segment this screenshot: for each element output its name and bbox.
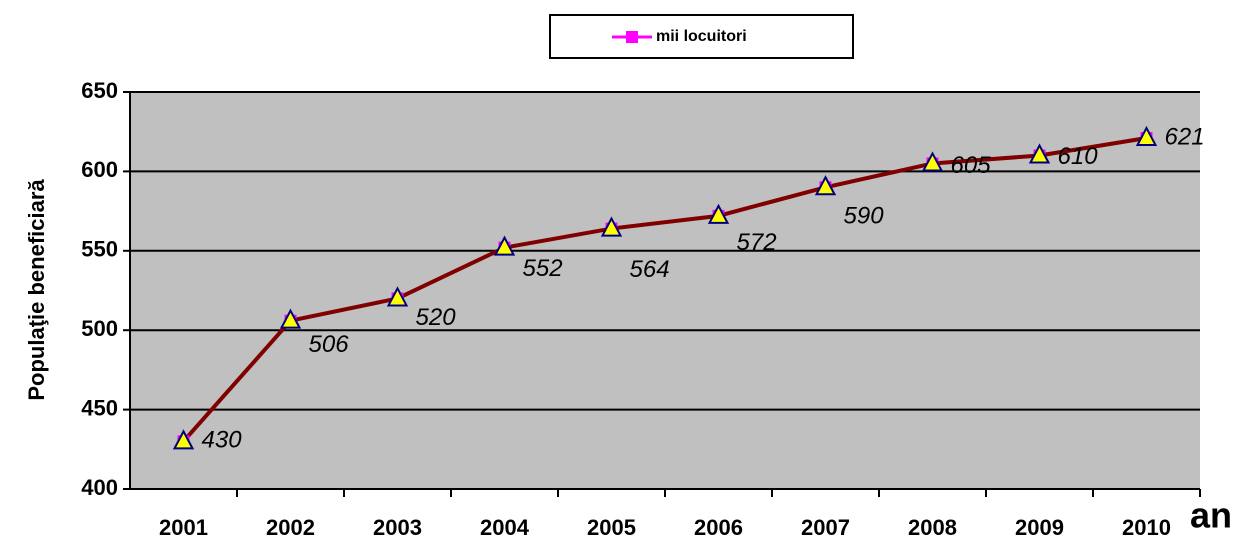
x-tick-label: 2008 <box>908 515 957 540</box>
x-tick-label: 2002 <box>266 515 315 540</box>
data-label: 520 <box>416 304 457 331</box>
x-tick-label: 2010 <box>1122 515 1171 540</box>
x-tick-label: 2003 <box>373 515 422 540</box>
marker-triangle <box>1135 125 1158 147</box>
data-label: 610 <box>1058 143 1099 170</box>
y-tick-label: 450 <box>81 395 118 420</box>
x-tick-label: 2001 <box>159 515 208 540</box>
y-tick-label: 500 <box>81 316 118 341</box>
data-label: 564 <box>630 256 670 283</box>
x-tick-label: 2005 <box>587 515 636 540</box>
data-label: 605 <box>951 152 992 179</box>
marker-triangle <box>172 429 195 450</box>
data-label: 621 <box>1165 123 1205 150</box>
data-label: 590 <box>844 203 885 230</box>
x-tick-label: 2006 <box>694 515 743 540</box>
legend-label: mii locuitori <box>656 28 747 45</box>
y-tick-label: 600 <box>81 157 118 182</box>
y-tick-label: 550 <box>81 237 118 262</box>
marker-triangle <box>1028 143 1051 164</box>
x-tick-label: 2004 <box>480 515 530 540</box>
data-label: 552 <box>523 255 563 282</box>
marker-triangle <box>493 235 516 256</box>
x-axis-label: an <box>1190 495 1232 536</box>
legend-marker <box>626 31 638 43</box>
legend-box <box>549 14 854 59</box>
marker-triangle <box>600 216 623 237</box>
data-label: 506 <box>309 331 350 358</box>
marker-triangle <box>814 175 837 196</box>
line <box>182 136 1147 443</box>
marker-triangle <box>707 203 730 224</box>
y-axis-label: Populaţie beneficiară <box>24 179 49 401</box>
y-tick-label: 400 <box>81 475 118 500</box>
marker-triangle <box>279 308 302 329</box>
data-label: 572 <box>737 229 777 256</box>
marker-triangle <box>386 286 409 307</box>
y-tick-label: 650 <box>81 78 118 103</box>
x-tick-label: 2007 <box>801 515 850 540</box>
marker-triangle <box>921 151 944 172</box>
x-tick-label: 2009 <box>1015 515 1064 540</box>
data-label: 430 <box>202 427 243 454</box>
